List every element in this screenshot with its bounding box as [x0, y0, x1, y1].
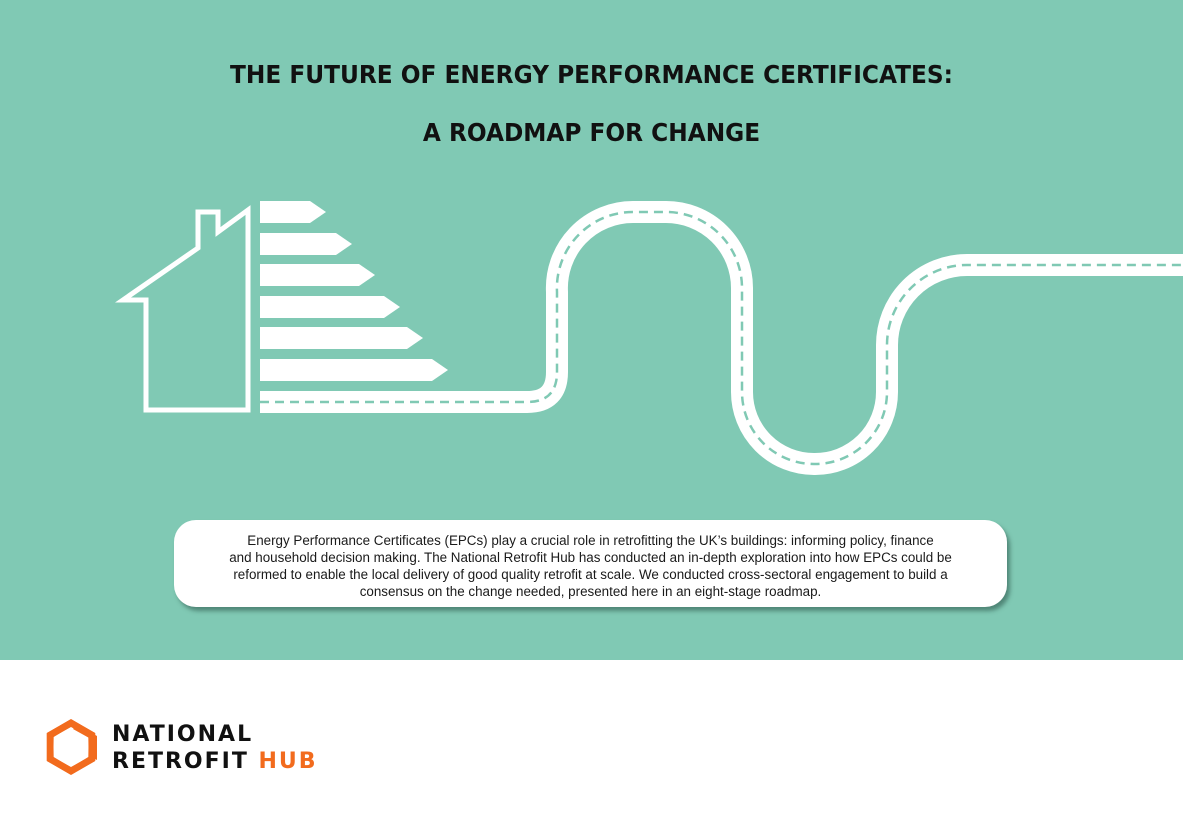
house-outline-icon — [115, 205, 251, 413]
hero-banner: THE FUTURE OF ENERGY PERFORMANCE CERTIFI… — [0, 0, 1183, 660]
summary-line-3: reformed to enable the local delivery of… — [233, 567, 948, 582]
page-title-line-1: THE FUTURE OF ENERGY PERFORMANCE CERTIFI… — [230, 60, 953, 89]
logo-line-1: NATIONAL — [112, 722, 254, 747]
roadmap-illustration — [115, 200, 1183, 476]
page-title-line-2: A ROADMAP FOR CHANGE — [422, 118, 761, 147]
logo-word-hub: HUB — [258, 749, 318, 774]
logo-wordmark: NATIONAL RETROFIT HUB — [112, 721, 318, 775]
winding-road-icon — [260, 200, 1183, 476]
summary-text-box: Energy Performance Certificates (EPCs) p… — [174, 520, 1007, 607]
summary-line-4: consensus on the change needed, presente… — [359, 584, 822, 599]
logo-line-2: RETROFIT HUB — [112, 748, 318, 775]
logo-word-retrofit: RETROFIT — [112, 749, 249, 774]
hexagon-logo-icon — [46, 719, 97, 775]
energy-rating-bars-icon — [260, 201, 448, 381]
summary-line-2: and household decision making. The Natio… — [229, 550, 952, 565]
summary-line-1: Energy Performance Certificates (EPCs) p… — [247, 533, 934, 548]
